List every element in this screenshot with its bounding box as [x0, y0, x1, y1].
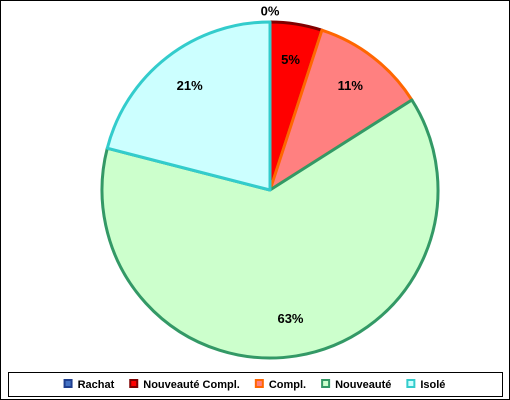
- legend-label: Rachat: [78, 379, 115, 391]
- data-label: 63%: [277, 311, 303, 326]
- data-label: 5%: [281, 52, 300, 67]
- legend-marker: [406, 379, 416, 388]
- pie-slice: [268, 28, 414, 192]
- legend-marker: [321, 379, 331, 388]
- data-label: 0%: [261, 3, 280, 18]
- pie-slice: [100, 98, 440, 360]
- legend-label: Compl.: [269, 379, 306, 391]
- legend-marker: [63, 379, 73, 388]
- legend-label: Nouveauté Compl.: [143, 379, 240, 391]
- legend-marker: [254, 379, 264, 388]
- legend-label: Nouveauté: [335, 379, 391, 391]
- legend-label: Isolé: [420, 379, 445, 391]
- pie-slice: [105, 20, 272, 192]
- legend-marker: [129, 379, 139, 388]
- data-label: 11%: [338, 78, 364, 93]
- data-label: 21%: [177, 78, 203, 93]
